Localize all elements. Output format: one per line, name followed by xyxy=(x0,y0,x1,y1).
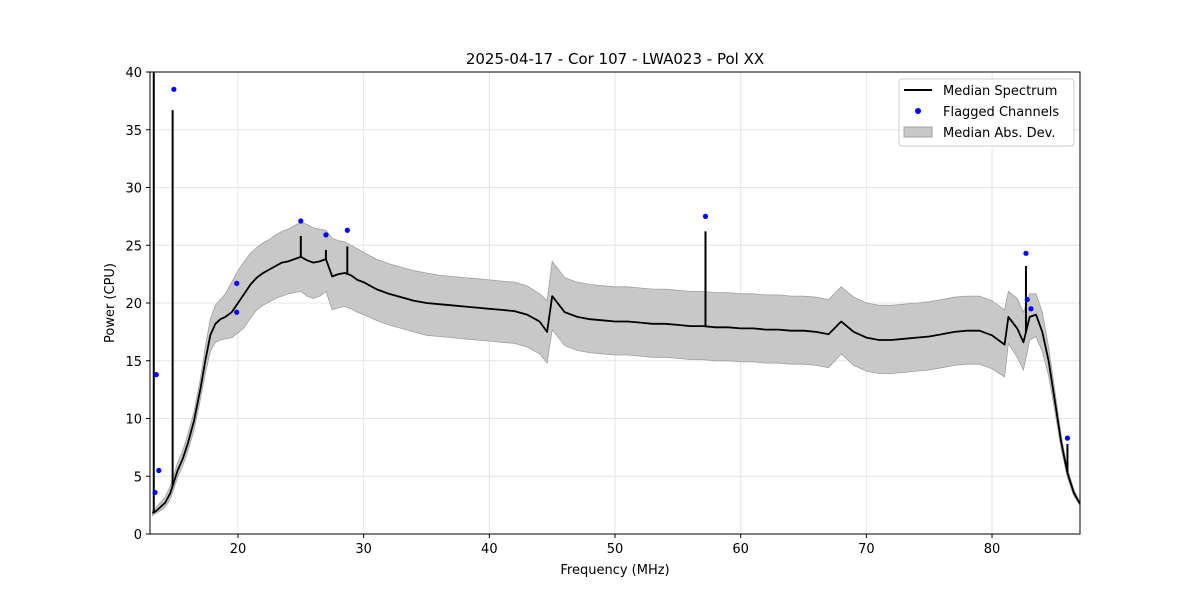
x-axis-label: Frequency (MHz) xyxy=(560,563,669,578)
legend: Median Spectrum Flagged Channels Median … xyxy=(898,78,1075,147)
x-tick-label: 30 xyxy=(355,542,372,557)
flagged-point xyxy=(152,489,158,496)
legend-mad-swatch xyxy=(903,126,933,138)
flagged-point xyxy=(298,218,304,224)
flagged-point xyxy=(702,213,709,219)
y-tick-label: 35 xyxy=(125,124,142,139)
legend-mad-label: Median Abs. Dev. xyxy=(943,126,1055,141)
y-tick-label: 25 xyxy=(125,239,142,254)
flagged-point xyxy=(323,232,329,238)
y-tick-label: 40 xyxy=(125,66,142,81)
x-tick-label: 80 xyxy=(984,542,1001,557)
flagged-point xyxy=(1023,250,1029,256)
legend-median-label: Median Spectrum xyxy=(943,84,1057,99)
chart-title: 2025-04-17 - Cor 107 - LWA023 - Pol XX xyxy=(466,50,764,68)
x-tick-label: 50 xyxy=(607,542,624,557)
legend-flagged-label: Flagged Channels xyxy=(943,105,1059,120)
y-tick-label: 10 xyxy=(125,413,142,428)
y-tick-label: 5 xyxy=(134,470,142,485)
y-tick-label: 0 xyxy=(134,528,142,543)
y-axis-label: Power (CPU) xyxy=(103,263,118,343)
y-tick-label: 30 xyxy=(125,182,142,197)
legend-box xyxy=(898,78,1075,147)
flagged-point xyxy=(234,280,240,286)
flagged-point xyxy=(156,467,162,474)
flagged-point xyxy=(1064,435,1071,441)
flagged-point xyxy=(171,86,177,92)
x-axis: 20 30 40 50 60 70 80 xyxy=(230,534,1001,557)
x-tick-label: 20 xyxy=(230,542,247,557)
flagged-point xyxy=(1028,306,1034,312)
y-tick-label: 20 xyxy=(125,297,142,312)
flagged-point xyxy=(234,309,240,315)
y-tick-label: 15 xyxy=(125,355,142,370)
y-axis: 0 5 10 15 20 25 30 35 40 xyxy=(125,66,150,543)
x-tick-label: 70 xyxy=(858,542,875,557)
flagged-point xyxy=(153,372,159,378)
x-tick-label: 60 xyxy=(732,542,749,557)
flagged-point xyxy=(1024,296,1030,303)
legend-flagged-swatch xyxy=(915,108,921,114)
x-tick-label: 40 xyxy=(481,542,498,557)
median-line xyxy=(152,255,1081,514)
flagged-point xyxy=(344,227,350,233)
